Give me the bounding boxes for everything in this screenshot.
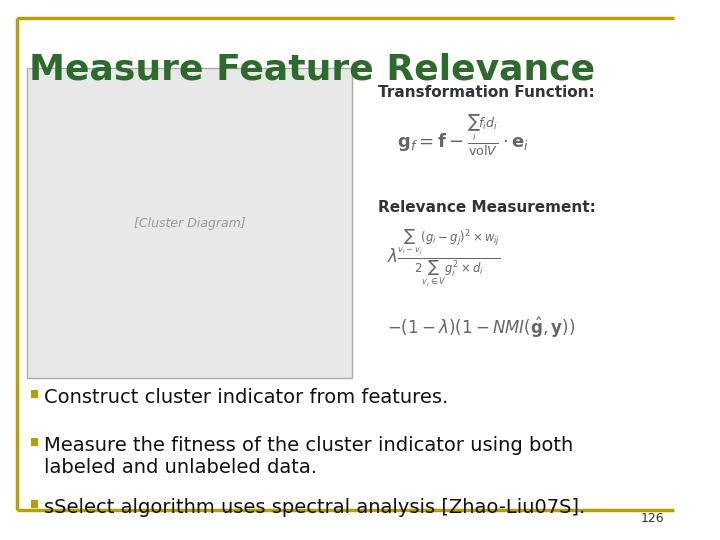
Bar: [31, 390, 38, 398]
Text: $\lambda\frac{\sum_{v_i \sim v_j}(g_i - g_j)^2 \times w_{ij}}{2\sum_{v_i \in V} : $\lambda\frac{\sum_{v_i \sim v_j}(g_i - …: [387, 228, 501, 289]
Text: Relevance Measurement:: Relevance Measurement:: [378, 200, 595, 215]
Text: [Cluster Diagram]: [Cluster Diagram]: [133, 217, 246, 230]
Text: Transformation Function:: Transformation Function:: [378, 85, 595, 100]
Text: $\mathbf{g}_f = \mathbf{f} - \frac{\sum_i f_i d_i}{\mathrm{vol}V} \cdot \mathbf{: $\mathbf{g}_f = \mathbf{f} - \frac{\sum_…: [397, 113, 529, 158]
Text: 126: 126: [641, 512, 665, 525]
Text: $-(1-\lambda)(1 - NMI(\hat{\mathbf{g}}, \mathbf{y}))$: $-(1-\lambda)(1 - NMI(\hat{\mathbf{g}}, …: [387, 315, 575, 340]
Text: Measure Feature Relevance: Measure Feature Relevance: [29, 52, 595, 86]
Text: Measure the fitness of the cluster indicator using both
labeled and unlabeled da: Measure the fitness of the cluster indic…: [44, 436, 573, 477]
Bar: [27, 68, 352, 378]
Text: Construct cluster indicator from features.: Construct cluster indicator from feature…: [44, 388, 449, 407]
Text: sSelect algorithm uses spectral analysis [Zhao-Liu07S].: sSelect algorithm uses spectral analysis…: [44, 498, 585, 517]
Bar: [31, 500, 38, 508]
Bar: [31, 438, 38, 446]
